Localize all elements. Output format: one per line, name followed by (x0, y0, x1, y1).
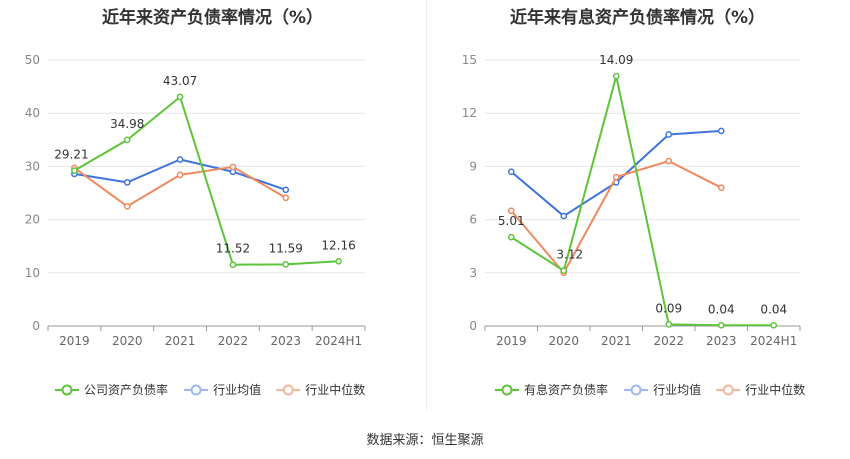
legend-label: 行业中位数 (745, 382, 805, 397)
data-point (560, 267, 568, 275)
data-label: 0.09 (655, 301, 682, 315)
y-tick-label: 0 (32, 319, 40, 333)
legend-swatch-marker (501, 384, 513, 396)
legend-label: 行业均值 (653, 382, 701, 397)
debt-ratio-chart: 0 10 20 30 40 50 2019 2020 2021 2022 2023 2024H1 29.… (25, 53, 366, 397)
data-point (717, 184, 725, 192)
legend-swatch-marker (282, 384, 294, 396)
data-point (282, 194, 290, 202)
data-point (335, 257, 342, 265)
x-tick-label: 2020 (112, 334, 143, 348)
data-point (507, 233, 515, 241)
data-point (71, 167, 78, 174)
legend-swatch-marker (722, 384, 734, 396)
x-tick-label: 2023 (706, 334, 737, 348)
legend-label: 行业均值 (213, 382, 261, 397)
data-point (123, 136, 131, 144)
y-tick-label: 9 (469, 159, 477, 173)
data-point (507, 207, 515, 215)
data-label: 11.52 (216, 242, 250, 256)
data-label: 12.16 (321, 238, 355, 252)
data-point (176, 156, 184, 163)
data-label: 0.04 (708, 302, 735, 316)
series-line (73, 95, 339, 266)
series-line (510, 129, 722, 218)
data-point (665, 321, 673, 328)
x-tick-label: 2021 (165, 334, 196, 348)
x-tick-label: 2024H1 (750, 334, 797, 348)
chart-title: 近年来资产负债率情况（%） (101, 8, 324, 28)
data-label: 29.21 (54, 148, 88, 162)
legend-label: 有息资产负债率 (524, 382, 608, 397)
data-label: 3.12 (556, 248, 583, 262)
y-tick-label: 50 (25, 53, 40, 67)
data-point (229, 261, 237, 269)
data-point (282, 186, 290, 194)
data-point (665, 157, 673, 165)
legend-item[interactable]: 行业均值 (624, 382, 701, 397)
legend-item[interactable]: 公司资产负债率 (55, 382, 168, 397)
legend-label: 公司资产负债率 (84, 382, 168, 397)
legend-item[interactable]: 有息资产负债率 (495, 382, 608, 397)
legend-swatch-marker (630, 384, 642, 396)
x-tick-label: 2021 (601, 334, 632, 348)
series-line (510, 75, 774, 327)
x-tick-label: 2022 (653, 334, 684, 348)
data-point (123, 179, 131, 186)
data-point (717, 321, 725, 329)
y-tick-label: 0 (469, 319, 477, 333)
data-label: 14.09 (599, 53, 633, 67)
data-point (123, 202, 131, 210)
data-point (176, 93, 184, 101)
data-label: 11.59 (269, 241, 303, 255)
chart-title: 近年来有息资产负债率情况（%） (509, 8, 766, 28)
data-point (282, 260, 290, 268)
legend: 公司资产负债率 行业均值 行业中位数 (55, 382, 365, 397)
x-tick-label: 2019 (59, 334, 90, 348)
legend-item[interactable]: 行业均值 (184, 382, 261, 397)
legend-item[interactable]: 行业中位数 (276, 382, 365, 397)
data-point (229, 163, 237, 171)
data-label: 43.07 (163, 74, 197, 88)
data-point (717, 127, 725, 135)
data-point (770, 321, 778, 329)
data-source-label: 数据来源：恒生聚源 (366, 433, 484, 448)
y-tick-label: 10 (25, 266, 40, 280)
data-label: 34.98 (110, 117, 144, 131)
data-point (560, 212, 568, 220)
legend-label: 行业中位数 (305, 382, 365, 397)
data-point (176, 171, 184, 179)
y-tick-label: 40 (25, 106, 40, 120)
x-tick-label: 2022 (218, 334, 249, 348)
data-label: 5.01 (498, 214, 525, 228)
y-tick-label: 20 (25, 213, 40, 227)
y-tick-label: 6 (469, 213, 477, 227)
legend-swatch-marker (61, 384, 73, 396)
legend-swatch-marker (190, 384, 202, 396)
x-tick-label: 2020 (548, 334, 579, 348)
legend-item[interactable]: 行业中位数 (716, 382, 805, 397)
data-label: 0.04 (760, 302, 787, 316)
y-tick-label: 12 (462, 106, 477, 120)
data-point (665, 131, 673, 138)
y-tick-label: 3 (469, 266, 477, 280)
data-point (507, 168, 515, 176)
data-point (612, 173, 620, 181)
debt-ratio-chart-panel: 近年来资产负债率情况（%） 0 10 20 30 40 50 2019 2020 2021 202… (0, 0, 425, 410)
x-tick-label: 2023 (270, 334, 301, 348)
data-point (612, 72, 620, 80)
x-tick-label: 2019 (496, 334, 527, 348)
y-tick-label: 30 (25, 159, 40, 173)
panel-divider (426, 0, 427, 410)
interest-debt-ratio-chart-panel: 近年来有息资产负债率情况（%） 0 3 6 9 12 15 2019 2020 2021 2022… (425, 0, 850, 410)
interest-debt-ratio-chart: 0 3 6 9 12 15 2019 2020 2021 2022 2023 2024H1 5.01 3.… (462, 53, 806, 397)
legend: 有息资产负债率 行业均值 行业中位数 (495, 382, 805, 397)
y-tick-label: 15 (462, 53, 477, 67)
x-tick-label: 2024H1 (315, 334, 362, 348)
